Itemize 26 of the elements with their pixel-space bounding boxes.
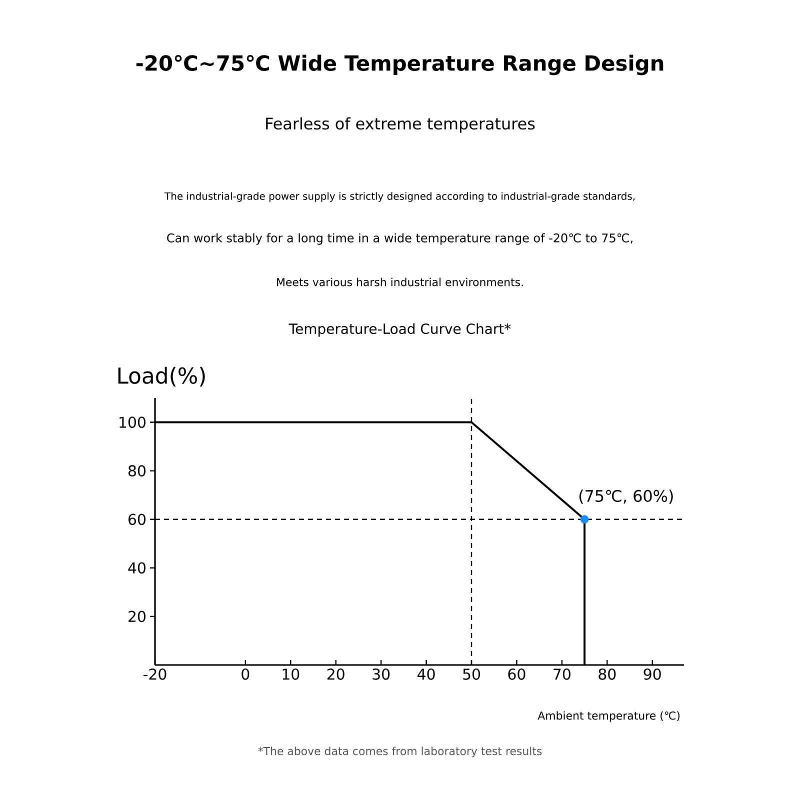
x-tick-label: -20 xyxy=(144,668,166,680)
x-tick-label: 0 xyxy=(242,668,250,680)
x-axis-title: Ambient temperature (℃) xyxy=(538,711,680,722)
text: *The above data comes from laboratory test results xyxy=(258,746,542,758)
y-tick-label: 80 xyxy=(128,465,146,476)
text: Temperature-Load Curve Chart* xyxy=(288,323,511,337)
x-tick-label: 50 xyxy=(463,668,480,680)
text: The industrial-grade power supply is strictly designed according to industrial-grade standards, xyxy=(164,192,635,202)
y-axis-title: Load(%) xyxy=(118,366,205,386)
text: Meets various harsh industrial environments. xyxy=(277,278,523,286)
text: Can work stably for a long time in a wide temperature range of -20℃ to 75℃, xyxy=(167,233,632,245)
annotation: (75℃, 60%) xyxy=(579,490,673,504)
x-tick-label: 40 xyxy=(418,668,435,680)
x-tick-label: 90 xyxy=(644,668,661,680)
chart-subtitle: Fearless of extreme temperatures xyxy=(266,117,535,133)
y-tick-label: 40 xyxy=(128,562,146,574)
x-tick-label: 10 xyxy=(282,668,300,680)
chart-title: -20℃~75℃ Wide Temperature Range Design xyxy=(136,54,664,76)
x-tick-label: 30 xyxy=(372,668,390,680)
y-tick-label: 20 xyxy=(128,610,146,622)
x-tick-label: 80 xyxy=(598,668,616,680)
y-tick-label: 60 xyxy=(128,514,146,526)
x-tick-label: 60 xyxy=(508,668,526,680)
x-tick-label: 70 xyxy=(554,668,570,680)
x-tick-label: 20 xyxy=(327,668,344,680)
y-tick-label: 100 xyxy=(120,416,146,428)
